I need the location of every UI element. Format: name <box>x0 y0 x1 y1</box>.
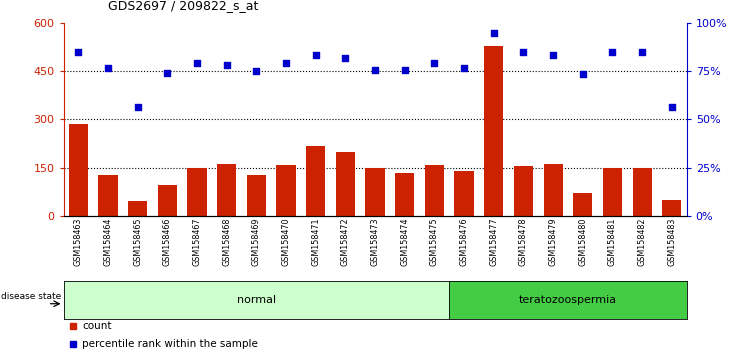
Bar <box>336 152 355 216</box>
Bar <box>573 193 592 216</box>
Point <box>340 56 352 61</box>
Bar <box>175 216 188 281</box>
Bar <box>396 216 410 281</box>
Bar <box>340 216 355 281</box>
Bar <box>247 175 266 216</box>
Bar <box>506 216 520 281</box>
Bar <box>99 175 117 216</box>
Point <box>280 61 292 66</box>
Text: GDS2697 / 209822_s_at: GDS2697 / 209822_s_at <box>108 0 259 12</box>
Point <box>577 72 589 77</box>
Bar <box>633 169 652 216</box>
Text: normal: normal <box>237 295 276 305</box>
Bar <box>589 216 603 281</box>
Point <box>607 49 619 55</box>
Bar <box>534 216 548 281</box>
Point <box>636 49 648 55</box>
Bar <box>484 46 503 216</box>
Bar <box>158 185 177 216</box>
Bar <box>69 124 88 216</box>
Point <box>162 70 174 76</box>
Bar <box>425 165 444 216</box>
Bar <box>366 169 384 216</box>
Bar <box>147 216 161 281</box>
Bar <box>451 216 465 281</box>
Point <box>429 61 441 66</box>
Bar <box>258 216 272 281</box>
Point <box>191 61 203 66</box>
Point <box>132 104 144 109</box>
Bar <box>368 216 382 281</box>
Bar <box>514 166 533 216</box>
Text: disease state: disease state <box>1 292 61 301</box>
Bar <box>188 169 206 216</box>
Bar <box>120 216 133 281</box>
Point <box>518 49 530 55</box>
Bar <box>562 216 575 281</box>
Bar <box>645 216 658 281</box>
Point <box>221 62 233 68</box>
Text: percentile rank within the sample: percentile rank within the sample <box>82 339 258 349</box>
Bar <box>479 216 492 281</box>
Bar <box>544 164 562 216</box>
Point <box>488 30 500 35</box>
Point <box>666 104 678 109</box>
Bar <box>617 216 631 281</box>
Point <box>251 68 263 74</box>
Bar <box>285 216 299 281</box>
Point <box>458 65 470 71</box>
Bar <box>230 216 244 281</box>
Bar <box>423 216 438 281</box>
Bar <box>92 216 105 281</box>
Point <box>310 52 322 58</box>
Bar <box>217 165 236 216</box>
Point <box>102 65 114 71</box>
Point <box>399 67 411 73</box>
Point <box>369 67 381 73</box>
Bar <box>662 200 681 216</box>
Bar <box>277 165 295 216</box>
Text: teratozoospermia: teratozoospermia <box>519 295 617 305</box>
Point <box>547 52 559 58</box>
Bar <box>313 216 327 281</box>
Bar <box>203 216 216 281</box>
Bar <box>455 171 473 216</box>
Bar <box>128 201 147 216</box>
Text: count: count <box>82 321 111 331</box>
Bar <box>603 169 622 216</box>
Bar <box>395 173 414 216</box>
Point <box>73 49 85 55</box>
Bar <box>306 146 325 216</box>
